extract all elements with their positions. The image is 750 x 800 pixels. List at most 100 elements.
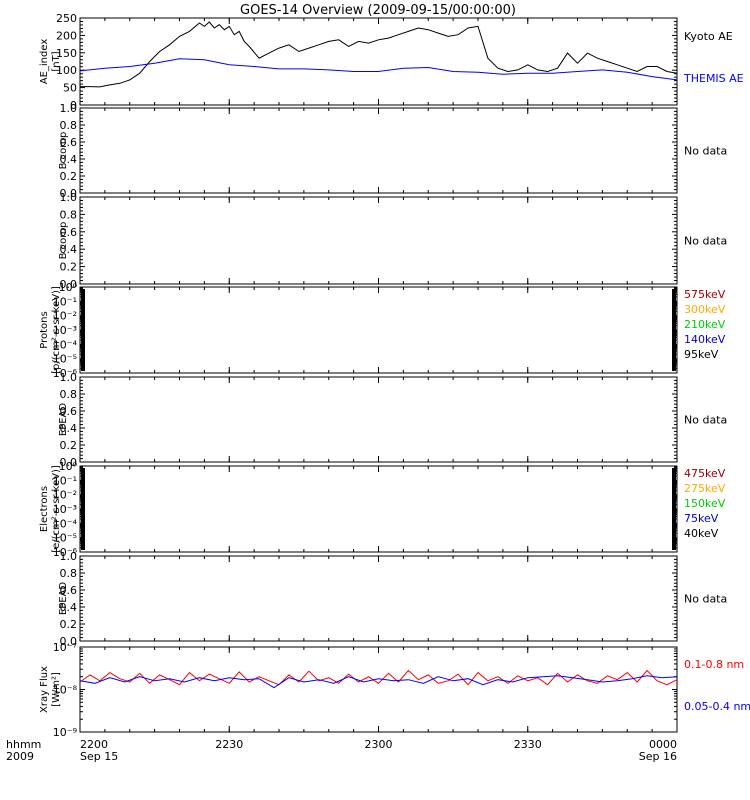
no-data-label: No data — [684, 235, 727, 248]
y-tick-label: 10⁻⁸ — [53, 684, 78, 697]
time-tick-label: 2230 — [215, 738, 243, 751]
y-tick-label: 0.8 — [60, 567, 78, 580]
y-axis-label: EPEAD — [58, 582, 69, 616]
legend-entry: 40keV — [684, 527, 719, 540]
edge-tick-band — [672, 289, 676, 371]
y-tick-label: 0.6 — [60, 136, 78, 149]
legend-entry: 150keV — [684, 497, 726, 510]
y-tick-label: 0.6 — [60, 584, 78, 597]
legend-entry: Kyoto AE — [684, 30, 733, 43]
y-tick-label: 1.0 — [60, 191, 78, 204]
y-tick-label: 10⁻⁶ — [53, 367, 78, 380]
panel-frame — [79, 196, 678, 285]
y-tick-label: 10⁻⁹ — [53, 726, 77, 739]
y-tick-label: 10⁻⁶ — [53, 546, 78, 559]
y-tick-label: 10⁻¹ — [53, 474, 77, 487]
y-tick-label: 10⁻⁵ — [53, 532, 77, 545]
date-tick-label: Sep 15 — [80, 750, 118, 763]
y-axis-label: [p/(cm²-s-sr-keV)] — [51, 286, 62, 374]
y-tick-label: 0.4 — [60, 153, 78, 166]
y-tick-label: 10⁻³ — [53, 503, 77, 516]
panel-frame — [79, 465, 678, 553]
panel-frame — [79, 107, 678, 194]
y-tick-label: 0.6 — [60, 226, 78, 239]
y-axis-label: B comp — [58, 132, 69, 170]
plot-title: GOES-14 Overview (2009-09-15/00:00:00) — [240, 3, 516, 18]
y-tick-label: 1.0 — [60, 371, 78, 384]
panels: 0 50 100 150 200 250 AE_index [nT] Kyoto AE THEMI… — [39, 12, 750, 739]
time-row-label: 2009 — [6, 750, 34, 763]
y-tick-label: 0.2 — [60, 439, 78, 452]
y-axis-label: Electrons — [39, 486, 50, 532]
legend-entry: THEMIS AE — [683, 72, 744, 85]
panel-3: 0.0 0.2 0.4 0.6 0.8 1.0 B comp No data — [58, 191, 727, 291]
y-axis-label: [nT] — [51, 51, 62, 71]
y-tick-label: 0 — [70, 99, 77, 112]
panel-5: 0.0 0.2 0.4 0.6 0.8 1.0 EPEAD No data — [58, 371, 727, 469]
y-axis-label: [e/(cm²-s-sr-keV)] — [51, 465, 62, 553]
y-tick-label: 200 — [56, 29, 77, 42]
y-axis-label: Xray Flux — [39, 666, 50, 713]
no-data-label: No data — [684, 593, 727, 606]
edge-tick-band — [672, 468, 676, 550]
time-tick-label: 2300 — [365, 738, 393, 751]
legend-entry: 140keV — [684, 333, 726, 346]
legend-entry: 575keV — [684, 288, 726, 301]
series-line — [79, 675, 678, 689]
series-line — [80, 21, 678, 88]
panel-frame — [79, 286, 678, 374]
y-tick-label: 250 — [56, 12, 77, 25]
y-tick-label: 0.2 — [60, 261, 78, 274]
y-tick-label: 10⁻⁴ — [53, 517, 78, 530]
time-tick-label: 2200 — [80, 738, 108, 751]
y-tick-label: 0.2 — [60, 170, 78, 183]
y-tick-label: 10⁰ — [59, 460, 78, 473]
y-tick-label: 0.6 — [60, 405, 78, 418]
y-axis-label: B comp — [58, 222, 69, 260]
y-tick-label: 1.0 — [60, 102, 78, 115]
series-line — [79, 58, 678, 81]
y-tick-label: 0.4 — [60, 422, 78, 435]
legend-entry: 210keV — [684, 318, 726, 331]
y-tick-label: 10⁻⁵ — [53, 353, 77, 366]
time-tick-label: 0000 — [649, 738, 677, 751]
panel-frame — [79, 646, 678, 733]
y-tick-label: 0.0 — [60, 278, 78, 291]
y-tick-label: 150 — [56, 47, 77, 60]
no-data-label: No data — [684, 414, 727, 427]
y-tick-label: 0.0 — [60, 187, 78, 200]
y-tick-label: 10⁻¹ — [53, 295, 77, 308]
y-tick-label: 100 — [56, 64, 77, 77]
y-tick-label: 0.2 — [60, 618, 78, 631]
edge-tick-band — [81, 468, 85, 550]
y-axis-label: [W/m²] — [51, 672, 62, 707]
panel-frame — [79, 17, 678, 106]
y-tick-label: 0.4 — [60, 601, 78, 614]
y-tick-label: 10⁻³ — [53, 324, 77, 337]
panel-frame — [79, 376, 678, 463]
y-tick-label: 50 — [63, 82, 77, 95]
legend-entry: 0.05-0.4 nm — [684, 700, 750, 713]
panel-2: 0.0 0.2 0.4 0.6 0.8 1.0 B comp No data — [58, 102, 727, 200]
y-axis-label: AE_index — [39, 39, 50, 85]
legend-entry: 0.1-0.8 nm — [684, 658, 744, 671]
legend-entry: 95keV — [684, 348, 719, 361]
legend-entry: 275keV — [684, 482, 726, 495]
y-tick-label: 10⁰ — [59, 281, 78, 294]
time-row-label: hhmm — [6, 738, 41, 751]
date-tick-label: Sep 16 — [639, 750, 677, 763]
legend-entry: 475keV — [684, 467, 726, 480]
y-tick-label: 0.8 — [60, 119, 78, 132]
y-tick-label: 0.8 — [60, 388, 78, 401]
series-line — [79, 669, 678, 686]
panel-frame — [79, 555, 678, 642]
time-tick-label: 2330 — [514, 738, 542, 751]
panel-7: 0.0 0.2 0.4 0.6 0.8 1.0 EPEAD No data — [58, 550, 727, 648]
panel-8: 10⁻⁹ 10⁻⁸ 10⁻⁷ Xray Flux [W/m²] 0.1-0.8 nm 0.0… — [39, 641, 750, 739]
y-tick-label: 10⁻⁷ — [53, 641, 77, 654]
y-axis-label: EPEAD — [58, 403, 69, 437]
